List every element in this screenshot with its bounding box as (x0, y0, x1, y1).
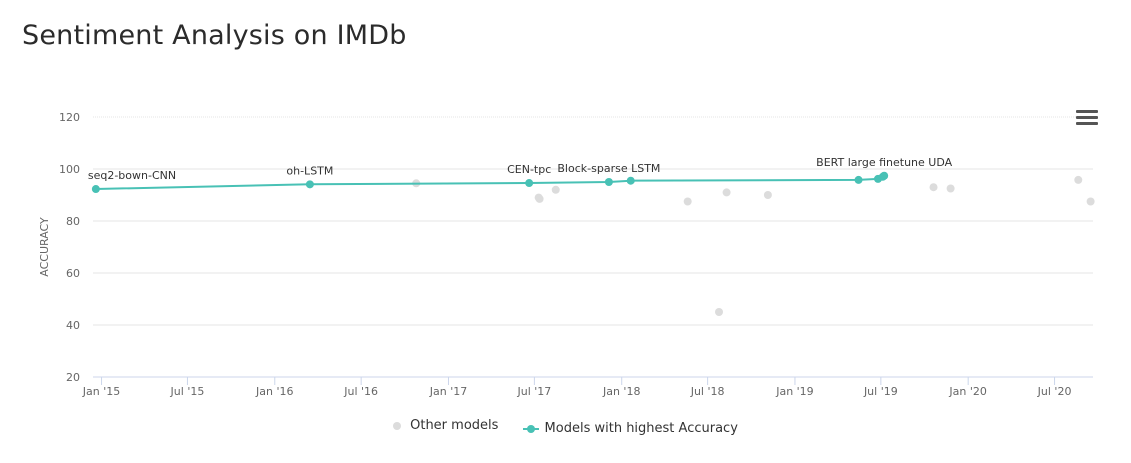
legend-item-best-models[interactable]: Models with highest Accuracy (522, 421, 738, 436)
x-tick-label: Jan '20 (948, 385, 986, 398)
x-tick-label: Jul '19 (863, 385, 898, 398)
legend: Other models Models with highest Accurac… (0, 418, 1131, 436)
best-model-point (305, 180, 314, 189)
best-model-point (525, 179, 534, 188)
other-model-point (551, 185, 560, 194)
x-tick-label: Jan '19 (775, 385, 813, 398)
best-model-point (854, 175, 863, 184)
legend-label-best: Models with highest Accuracy (544, 421, 738, 436)
best-model-point (604, 178, 613, 186)
y-tick-label: 40 (66, 319, 80, 332)
other-model-point (683, 197, 692, 206)
best-model-point (91, 185, 100, 194)
x-tick-label: Jan '18 (602, 385, 640, 398)
other-model-point (1074, 175, 1083, 184)
grey-dot-icon (393, 421, 402, 430)
other-model-point (929, 183, 938, 192)
legend-label-other: Other models (410, 418, 499, 433)
other-model-point (946, 184, 955, 193)
x-tick-label: Jan '17 (429, 385, 467, 398)
other-model-point (535, 194, 544, 203)
y-tick-label: 100 (59, 163, 80, 176)
y-tick-label: 60 (66, 267, 80, 280)
best-model-label: Block-sparse LSTM (557, 162, 660, 175)
x-tick-label: Jul '15 (170, 385, 205, 398)
x-tick-label: Jul '18 (690, 385, 725, 398)
x-tick-label: Jan '15 (82, 385, 120, 398)
best-models-line (95, 174, 885, 190)
other-model-point (763, 191, 772, 199)
y-axis-title: ACCURACY (38, 217, 51, 277)
best-model-label: seq2-bown-CNN (88, 169, 176, 182)
x-tick-label: Jul '16 (343, 385, 378, 398)
best-model-label: BERT large finetune UDA (816, 156, 952, 169)
best-model-point (626, 176, 635, 185)
y-tick-label: 120 (59, 111, 80, 124)
other-model-point (715, 308, 724, 316)
hamburger-menu-icon[interactable] (1076, 110, 1098, 128)
x-tick-label: Jan '16 (255, 385, 293, 398)
best-model-label: CEN-tpc (507, 163, 551, 176)
best-model-point (880, 171, 889, 180)
chart-title: Sentiment Analysis on IMDb (22, 20, 407, 51)
other-model-point (1086, 197, 1095, 206)
y-tick-label: 20 (66, 371, 80, 384)
best-model-label: oh-LSTM (286, 164, 333, 177)
legend-item-other-models[interactable]: Other models (393, 418, 498, 433)
x-tick-label: Jul '20 (1037, 385, 1072, 398)
x-tick-label: Jul '17 (516, 385, 551, 398)
y-tick-label: 80 (66, 215, 80, 228)
teal-line-marker-icon (522, 424, 539, 433)
other-model-point (722, 188, 731, 197)
